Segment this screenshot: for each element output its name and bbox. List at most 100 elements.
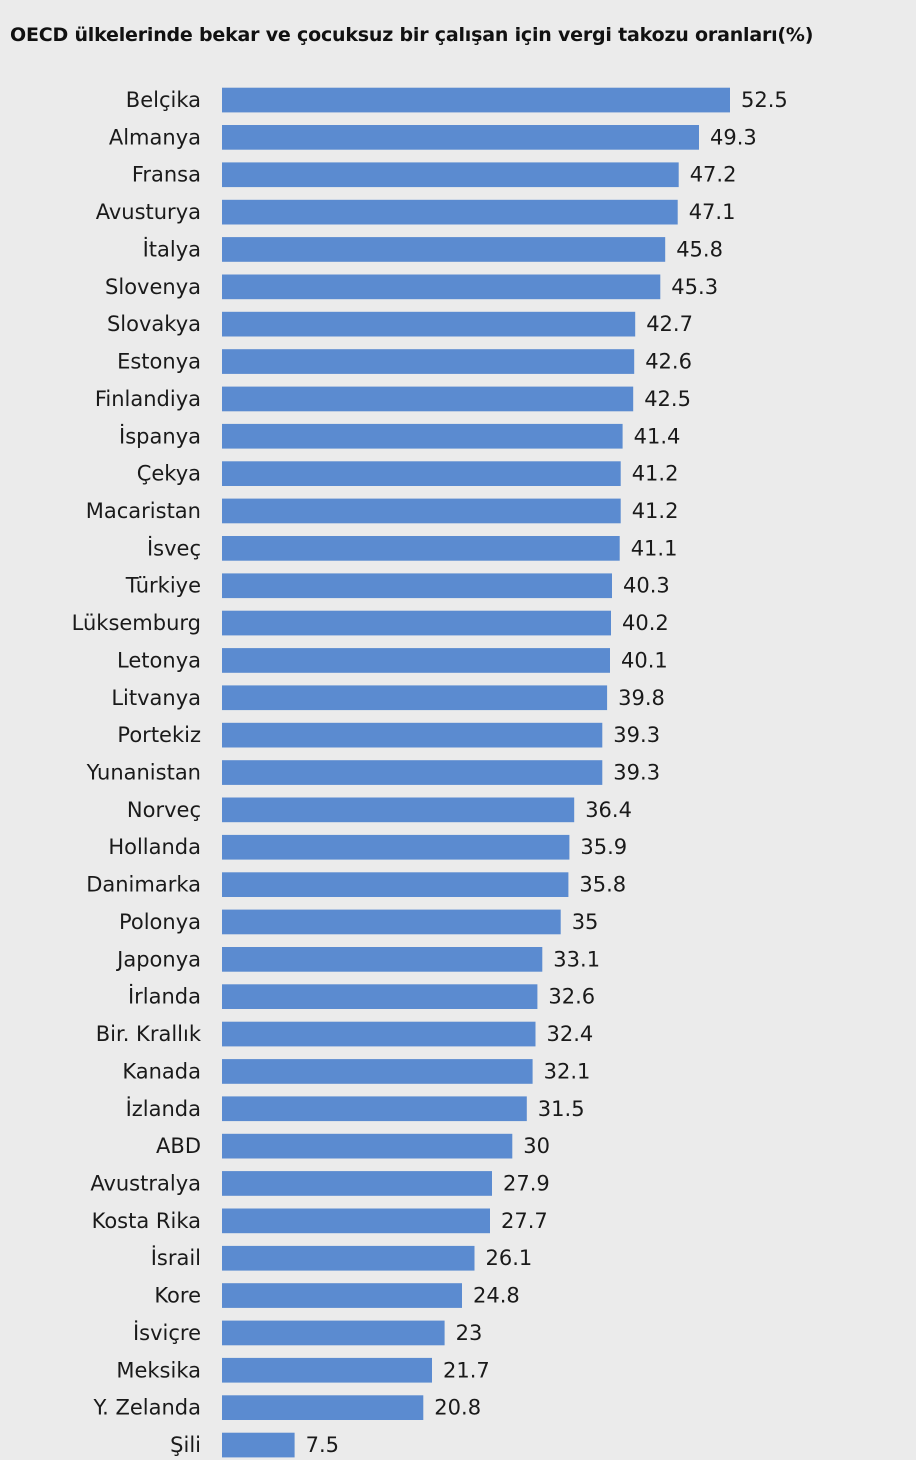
category-label: Çekya <box>137 462 201 486</box>
value-label: 39.8 <box>618 686 665 710</box>
category-label: Hollanda <box>108 835 201 859</box>
bar <box>222 834 570 860</box>
category-label: Polonya <box>119 910 201 934</box>
bar <box>222 610 611 636</box>
bar <box>222 909 561 935</box>
bar <box>222 573 612 599</box>
bars-group <box>222 87 730 1458</box>
category-label: İrlanda <box>128 984 201 1009</box>
bar <box>222 87 730 113</box>
bar <box>222 1021 536 1047</box>
category-label: İspanya <box>119 423 201 448</box>
bar <box>222 648 610 673</box>
category-label: Danimarka <box>86 873 201 897</box>
category-label: Fransa <box>132 163 201 187</box>
value-label: 49.3 <box>710 125 757 149</box>
category-label: İsveç <box>147 535 201 560</box>
category-label: ABD <box>156 1134 201 1158</box>
value-label: 32.4 <box>547 1022 594 1046</box>
category-label: Türkiye <box>125 574 201 598</box>
category-label: Kanada <box>122 1059 201 1083</box>
category-label: Belçika <box>126 88 201 112</box>
bar <box>222 984 538 1009</box>
bar <box>222 1432 295 1458</box>
category-label: İtalya <box>143 236 201 261</box>
value-label: 32.1 <box>544 1059 591 1083</box>
category-label: Almanya <box>109 125 201 149</box>
bar <box>222 872 569 897</box>
bar <box>222 349 635 374</box>
category-label: Bir. Krallık <box>96 1022 202 1046</box>
value-label: 41.2 <box>632 462 679 486</box>
category-label: Avusturya <box>96 200 201 224</box>
bar <box>222 386 634 412</box>
value-labels: 52.5 49.3 47.2 47.1 45.8 45.3 42.7 42.6 42.5 41.4… <box>306 88 788 1457</box>
value-label: 35 <box>572 910 599 934</box>
value-label: 30 <box>523 1134 550 1158</box>
category-label: Japonya <box>115 947 201 971</box>
bar <box>222 162 679 188</box>
bar <box>222 1395 424 1420</box>
value-label: 23 <box>456 1321 483 1345</box>
category-label: Letonya <box>117 648 201 672</box>
bar <box>222 199 678 225</box>
category-label: Portekiz <box>117 723 201 747</box>
category-label: Avustralya <box>90 1172 201 1196</box>
bar <box>222 1283 462 1308</box>
value-label: 36.4 <box>585 798 632 822</box>
value-label: 39.3 <box>613 723 660 747</box>
value-label: 45.8 <box>676 237 723 261</box>
category-label: Finlandiya <box>95 387 201 411</box>
value-label: 31.5 <box>538 1097 585 1121</box>
category-label: Kore <box>154 1284 201 1308</box>
category-label: Lüksemburg <box>72 611 201 635</box>
bar <box>222 274 661 300</box>
category-label: Kosta Rika <box>92 1209 201 1233</box>
bar <box>222 311 636 337</box>
category-label: Macaristan <box>86 499 201 523</box>
value-label: 41.1 <box>631 536 678 560</box>
category-label: Norveç <box>127 798 201 822</box>
value-label: 40.2 <box>622 611 669 635</box>
category-label: İsviçre <box>133 1320 201 1345</box>
value-label: 40.1 <box>621 648 668 672</box>
category-label: Yunanistan <box>86 761 201 785</box>
bar <box>222 1357 432 1383</box>
bar <box>222 1133 513 1159</box>
category-label: İzlanda <box>126 1096 201 1121</box>
bar <box>222 125 699 150</box>
value-label: 42.6 <box>645 350 692 374</box>
bar <box>222 722 603 748</box>
value-label: 21.7 <box>443 1358 490 1382</box>
category-label: Slovenya <box>105 275 201 299</box>
value-label: 47.1 <box>689 200 736 224</box>
value-label: 52.5 <box>741 88 788 112</box>
bar <box>222 237 666 262</box>
value-label: 47.2 <box>690 163 737 187</box>
category-label: Litvanya <box>111 686 201 710</box>
value-label: 45.3 <box>671 275 718 299</box>
category-label: Meksika <box>116 1358 201 1382</box>
bar <box>222 760 603 785</box>
bar <box>222 1320 445 1346</box>
value-label: 20.8 <box>434 1396 481 1420</box>
bar <box>222 1245 475 1271</box>
value-label: 32.6 <box>548 985 595 1009</box>
category-labels: Belçika Almanya Fransa Avusturya İtalya Slove… <box>72 88 202 1457</box>
category-label: Slovakya <box>107 312 201 336</box>
bar <box>222 498 621 524</box>
category-label: Şili <box>170 1433 201 1457</box>
value-label: 33.1 <box>553 947 600 971</box>
chart-title: OECD ülkelerinde bekar ve çocuksuz bir ç… <box>10 24 814 46</box>
value-label: 42.7 <box>646 312 693 336</box>
value-label: 24.8 <box>473 1284 520 1308</box>
value-label: 7.5 <box>306 1433 339 1457</box>
value-label: 39.3 <box>613 761 660 785</box>
bar <box>222 536 620 561</box>
value-label: 42.5 <box>644 387 691 411</box>
bar <box>222 797 575 823</box>
value-label: 41.2 <box>632 499 679 523</box>
value-label: 26.1 <box>486 1246 533 1270</box>
value-label: 27.9 <box>503 1172 550 1196</box>
